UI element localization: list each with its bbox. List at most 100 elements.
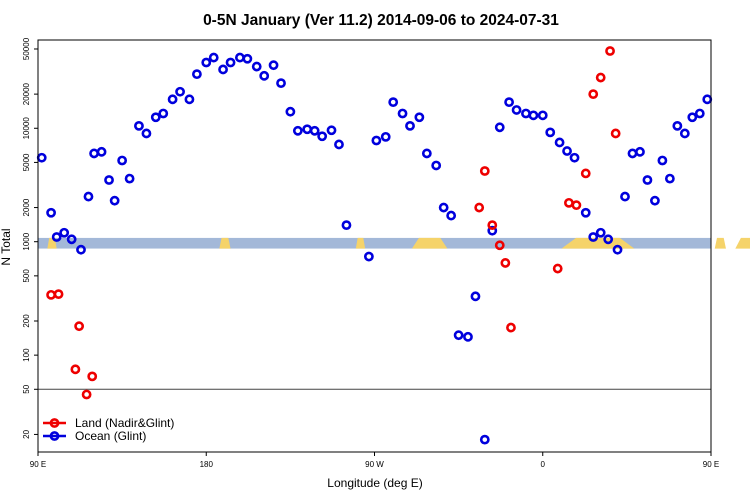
ocean-point [612, 244, 623, 255]
ocean-point [421, 148, 432, 159]
ocean-point [414, 112, 425, 123]
ocean-point [218, 64, 228, 75]
ocean-point [124, 173, 135, 184]
land-point [74, 321, 85, 332]
x-tick-label: 90 E [703, 460, 719, 469]
land-band-segment [735, 237, 750, 249]
ocean-point [192, 69, 202, 80]
land-point [479, 166, 490, 176]
ocean-point [603, 234, 614, 245]
ocean-point [117, 155, 128, 166]
y-tick-label: 1000 [22, 232, 31, 250]
ocean-point [36, 152, 47, 163]
y-axis-label: N Total [0, 228, 13, 265]
ocean-point [687, 112, 698, 123]
ocean-point [363, 251, 374, 262]
ocean-point [76, 244, 86, 255]
land-point [46, 289, 56, 300]
ocean-point [545, 127, 556, 138]
land-point [610, 128, 621, 139]
ocean-point [268, 60, 279, 71]
data-points [36, 46, 713, 445]
ocean-point [694, 108, 705, 119]
land-point [564, 197, 574, 208]
ocean-point [89, 148, 99, 159]
y-tick-label: 20 [22, 429, 31, 438]
ocean-point [487, 225, 498, 236]
y-tick-label: 50 [22, 384, 31, 393]
ocean-point [627, 148, 638, 159]
ocean-point [554, 137, 565, 148]
legend-label: Ocean (Glint) [75, 429, 146, 443]
ocean-point [537, 110, 548, 121]
y-tick-label: 2000 [22, 198, 31, 216]
y-tick-label: 200 [22, 314, 31, 328]
ocean-point [463, 331, 473, 342]
ocean-point [334, 139, 344, 150]
ocean-point [51, 232, 62, 242]
ocean-point [285, 106, 296, 117]
land-point [70, 364, 81, 375]
ocean-point [588, 232, 599, 242]
ocean-point [242, 53, 253, 64]
land-point [506, 322, 516, 333]
land-point [588, 89, 599, 100]
land-point [474, 202, 485, 213]
ocean-point [595, 227, 606, 238]
ocean-point [642, 175, 653, 185]
ocean-point [292, 125, 303, 136]
land-point [580, 168, 591, 179]
y-tick-label: 10000 [22, 117, 31, 140]
ocean-point [446, 210, 457, 221]
legend-entry: Land (Nadir&Glint) [43, 416, 174, 430]
ocean-point [405, 120, 415, 131]
ocean-point [175, 86, 185, 97]
ocean-point [453, 330, 464, 341]
x-tick-label: 90 W [365, 460, 384, 469]
ocean-point [580, 207, 591, 218]
ocean-point [438, 202, 449, 213]
y-tick-label: 100 [22, 348, 31, 362]
x-tick-label: 180 [200, 460, 214, 469]
ocean-point [276, 78, 286, 89]
land-band-segment [219, 237, 231, 249]
ocean-point [46, 207, 56, 218]
x-axis-label: Longitude (deg E) [327, 476, 422, 490]
land-point [81, 389, 92, 400]
ocean-point [66, 234, 77, 245]
ocean-point [59, 227, 70, 238]
ocean-point [380, 131, 391, 142]
ocean-point [134, 120, 144, 131]
x-tick-label: 0 [541, 460, 546, 469]
y-axis: 20 50 100 200 500 1000 2000 5000 10000 20000 50000 [22, 37, 38, 439]
ocean-point [431, 160, 442, 171]
legend-entry: Ocean (Glint) [43, 429, 146, 443]
ocean-band [38, 237, 711, 249]
ocean-point [511, 105, 522, 115]
ocean-point [208, 52, 219, 63]
legend: Land (Nadir&Glint)Ocean (Glint) [43, 416, 174, 443]
ocean-point [672, 120, 683, 131]
land-point [87, 371, 98, 382]
legend-label: Land (Nadir&Glint) [75, 416, 174, 430]
ocean-point [341, 220, 352, 231]
ocean-point [234, 52, 245, 63]
land-point [571, 200, 582, 211]
ocean-point [679, 128, 690, 139]
ocean-point [569, 152, 580, 163]
ocean-point [309, 125, 320, 136]
ocean-point [150, 112, 161, 123]
ocean-point [158, 108, 169, 119]
y-tick-label: 5000 [22, 153, 31, 171]
ocean-point [83, 191, 94, 202]
x-axis: 90 E 180 90 W 0 90 E [30, 452, 719, 469]
y-tick-label: 50000 [22, 37, 31, 60]
land-band-segment [355, 237, 366, 249]
legend-marker [49, 418, 60, 428]
ocean-point [528, 110, 539, 121]
ocean-point [302, 124, 313, 135]
land-band-segment [714, 237, 726, 249]
ocean-point [259, 70, 270, 81]
ocean-point [650, 195, 660, 206]
